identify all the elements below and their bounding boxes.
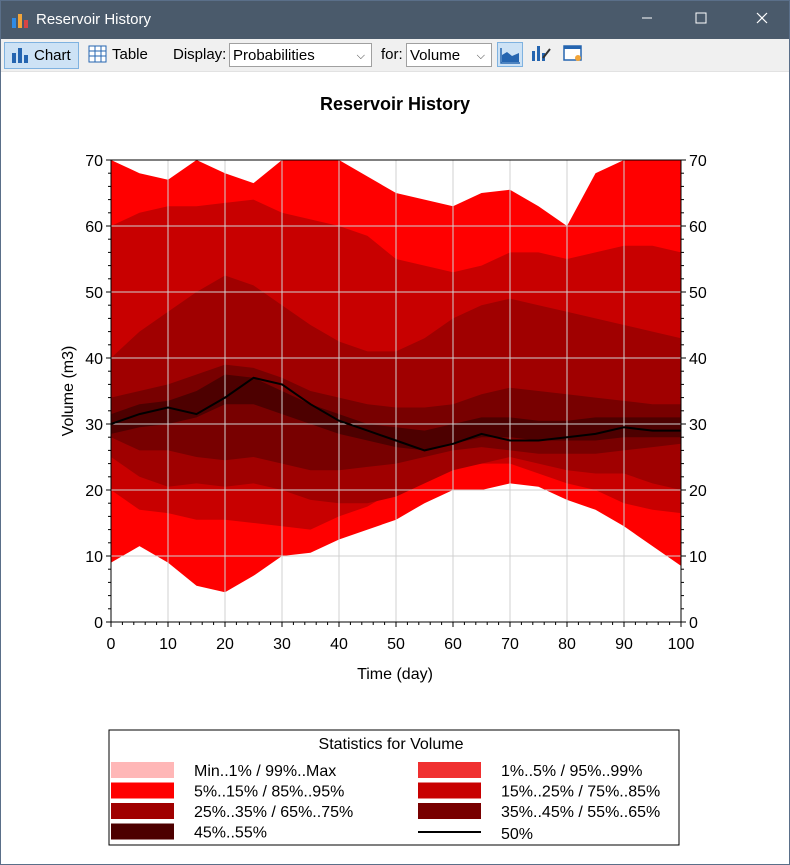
x-tick-label: 50 — [387, 636, 405, 653]
reservoir-history-chart: Reservoir History 0 10 20 30 40 50 60 70 80 90 100… — [60, 94, 707, 846]
y-tick-label-left: 10 — [85, 549, 103, 566]
median-line — [110, 376, 681, 452]
legend-label: 25%..35% / 65%..75% — [194, 804, 353, 821]
display-select-value: Probabilities — [233, 47, 315, 64]
chart-view-label: Chart — [34, 47, 71, 64]
legend-label: 50% — [501, 826, 533, 843]
for-label: for: — [381, 46, 403, 63]
legend-label: 5%..15% / 85%..95% — [194, 784, 344, 801]
legend-label: Min..1% / 99%..Max — [194, 763, 336, 780]
chart-view-button[interactable]: Chart — [4, 42, 79, 69]
maximize-icon — [695, 12, 707, 24]
legend-label: 1%..5% / 95%..99% — [501, 763, 642, 780]
legend-title: Statistics for Volume — [319, 736, 464, 753]
table-view-button[interactable]: Table — [87, 42, 153, 67]
y-tick-label-left: 60 — [85, 219, 103, 236]
x-tick-label: 10 — [159, 636, 177, 653]
y-tick-label-left: 20 — [85, 483, 103, 500]
legend-swatch — [418, 782, 481, 799]
for-select[interactable]: Volume ⌵ — [406, 43, 492, 67]
y-tick-label-right: 50 — [689, 285, 707, 302]
legend-label: 15%..25% / 75%..85% — [501, 784, 660, 801]
y-tick-label-right: 0 — [689, 615, 698, 632]
toolbar: Chart Table Display: Probabilities ⌵ for… — [1, 39, 789, 72]
legend-swatch — [111, 803, 174, 819]
maximize-button[interactable] — [675, 1, 727, 39]
x-tick-label: 90 — [615, 636, 633, 653]
chart-settings-button[interactable] — [529, 42, 555, 67]
x-tick-label: 60 — [444, 636, 462, 653]
window-title: Reservoir History — [36, 11, 152, 28]
x-tick-label: 20 — [216, 636, 234, 653]
legend-swatch — [111, 782, 174, 799]
area-chart-icon — [500, 48, 520, 64]
y-tick-label-right: 70 — [689, 153, 707, 170]
band-45-55 — [111, 374, 681, 451]
y-tick-label-right: 40 — [689, 351, 707, 368]
legend-swatch — [111, 762, 174, 778]
y-tick-label-left: 50 — [85, 285, 103, 302]
minimize-icon — [642, 17, 652, 19]
minimize-button[interactable] — [621, 1, 673, 39]
x-tick-label: 80 — [558, 636, 576, 653]
close-icon — [756, 12, 768, 24]
chart-edit-icon — [532, 46, 551, 61]
legend-label: 35%..45% / 55%..65% — [501, 804, 660, 821]
chart-properties-button[interactable] — [561, 42, 587, 67]
legend-swatch — [418, 762, 481, 778]
table-view-label: Table — [112, 46, 148, 63]
area-chart-toggle-button[interactable] — [497, 42, 523, 67]
y-tick-label-right: 60 — [689, 219, 707, 236]
x-tick-label: 0 — [107, 636, 116, 653]
x-tick-label: 40 — [330, 636, 348, 653]
display-select[interactable]: Probabilities ⌵ — [229, 43, 372, 67]
x-tick-label: 70 — [501, 636, 519, 653]
table-icon — [88, 45, 107, 63]
bar-chart-app-icon — [12, 14, 28, 28]
display-label: Display: — [173, 46, 227, 63]
title-bar: Reservoir History — [1, 1, 789, 39]
y-tick-label-right: 10 — [689, 549, 707, 566]
close-button[interactable] — [736, 1, 788, 39]
y-tick-label-right: 30 — [689, 417, 707, 434]
legend-swatch — [111, 823, 174, 840]
window-settings-icon — [563, 45, 582, 61]
y-tick-label-right: 20 — [689, 483, 707, 500]
y-tick-label-left: 70 — [85, 153, 103, 170]
y-axis-label: Volume (m3) — [60, 346, 77, 437]
y-tick-label-left: 40 — [85, 351, 103, 368]
y-tick-label-left: 0 — [94, 615, 103, 632]
chevron-down-icon: ⌵ — [476, 50, 485, 62]
x-tick-label: 100 — [668, 636, 695, 653]
chart-title: Reservoir History — [320, 94, 470, 114]
for-select-value: Volume — [410, 47, 461, 64]
y-tick-label-left: 30 — [85, 417, 103, 434]
legend: Statistics for Volume Min..1% / 99%..Max… — [108, 729, 680, 846]
legend-box — [108, 729, 680, 846]
legend-label: 45%..55% — [194, 825, 267, 842]
bar-chart-icon — [12, 48, 28, 63]
legend-swatch — [418, 803, 481, 819]
chevron-down-icon: ⌵ — [356, 50, 365, 62]
x-axis-label: Time (day) — [357, 666, 433, 683]
x-tick-label: 30 — [273, 636, 291, 653]
